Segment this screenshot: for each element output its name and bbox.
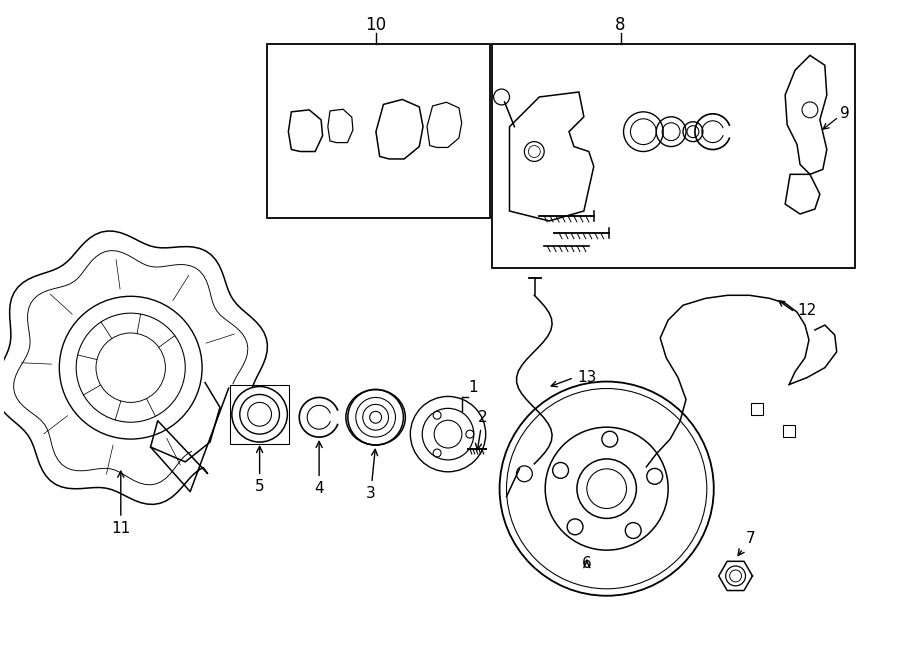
Text: 3: 3: [365, 449, 378, 501]
Text: 1: 1: [468, 380, 478, 395]
Text: 6: 6: [582, 555, 591, 570]
Bar: [752, 403, 763, 415]
Text: 10: 10: [365, 16, 386, 34]
Text: 11: 11: [112, 471, 130, 536]
Bar: [266, 44, 490, 218]
Bar: [491, 44, 855, 268]
Text: 9: 9: [840, 106, 850, 122]
Text: 7: 7: [738, 531, 755, 555]
Text: 4: 4: [314, 442, 324, 496]
Text: 5: 5: [255, 446, 265, 494]
Text: 12: 12: [797, 303, 816, 318]
Bar: [230, 385, 290, 444]
Text: 13: 13: [577, 370, 597, 385]
Text: 2: 2: [475, 410, 488, 449]
Bar: [783, 425, 795, 437]
Text: 8: 8: [616, 16, 625, 34]
